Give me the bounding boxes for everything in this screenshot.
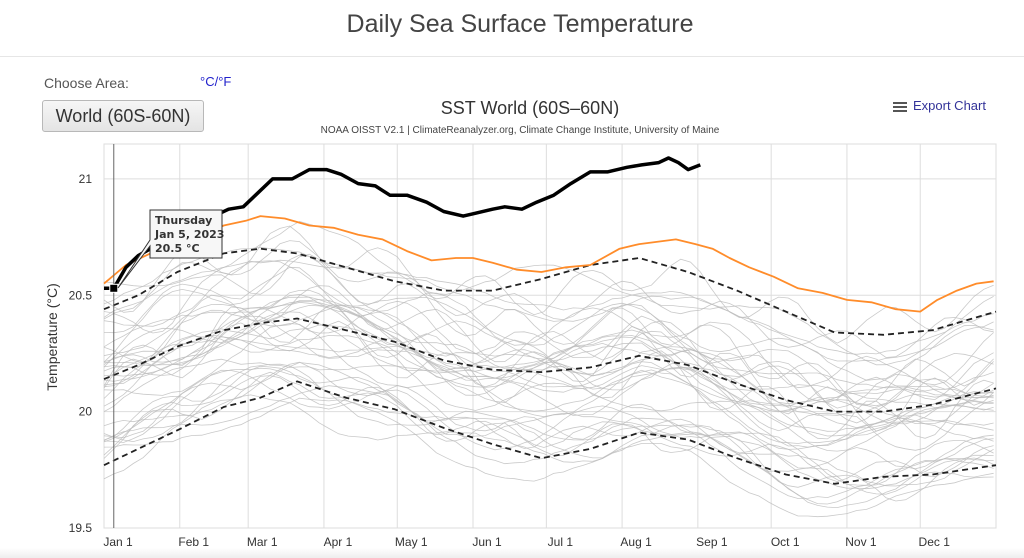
other-year-line bbox=[103, 397, 994, 518]
other-year-line bbox=[103, 336, 994, 432]
choose-area-label: Choose Area: bbox=[44, 75, 129, 91]
other-year-line bbox=[103, 375, 994, 502]
other-year-line bbox=[103, 334, 994, 452]
chart-subtitle: NOAA OISST V2.1 | ClimateReanalyzer.org,… bbox=[321, 125, 720, 136]
y-tick-label: 21 bbox=[79, 172, 93, 186]
x-tick-label: Oct 1 bbox=[771, 535, 800, 549]
other-year-line bbox=[103, 306, 994, 424]
other-year-line bbox=[103, 285, 994, 409]
other-year-line bbox=[103, 254, 994, 389]
hover-marker bbox=[109, 144, 119, 528]
other-year-line bbox=[103, 334, 994, 450]
other-year-line bbox=[103, 220, 994, 366]
other-year-line bbox=[103, 260, 994, 381]
other-year-line bbox=[103, 225, 994, 344]
area-select-button[interactable]: World (60S-60N) bbox=[42, 100, 204, 132]
other-year-line bbox=[103, 361, 994, 470]
export-chart-label: Export Chart bbox=[913, 98, 986, 113]
other-year-line bbox=[103, 367, 994, 490]
series-line-lower-band bbox=[103, 380, 997, 485]
other-year-line bbox=[103, 293, 994, 416]
other-year-line bbox=[103, 266, 994, 404]
other-year-line bbox=[103, 323, 994, 448]
other-year-line bbox=[103, 289, 994, 407]
x-tick-label: Mar 1 bbox=[247, 535, 278, 549]
x-tick-label: May 1 bbox=[395, 535, 428, 549]
series-line-previous bbox=[103, 215, 994, 313]
other-years-lines bbox=[103, 220, 994, 518]
x-tick-label: Nov 1 bbox=[845, 535, 877, 549]
other-year-line bbox=[103, 363, 994, 505]
other-year-line bbox=[103, 301, 994, 407]
other-year-line bbox=[103, 385, 994, 499]
chart-title: SST World (60S–60N) bbox=[441, 98, 619, 118]
grid bbox=[103, 143, 997, 529]
series-line-mean bbox=[103, 317, 997, 413]
x-tick-label: Jul 1 bbox=[548, 535, 574, 549]
plot-frame bbox=[103, 143, 997, 529]
x-tick-label: Jun 1 bbox=[472, 535, 502, 549]
y-tick-label: 20.5 bbox=[69, 288, 93, 302]
menu-icon bbox=[893, 100, 907, 114]
other-year-line bbox=[103, 311, 994, 437]
x-tick-label: Apr 1 bbox=[324, 535, 353, 549]
x-tick-label: Feb 1 bbox=[178, 535, 209, 549]
other-year-line bbox=[103, 358, 994, 444]
x-tick-label: Sep 1 bbox=[696, 535, 728, 549]
y-axis-title: Temperature (°C) bbox=[44, 283, 60, 391]
tooltip: Thursday Jan 5, 2023 20.5 °C bbox=[117, 209, 224, 289]
y-tick-label: 20 bbox=[79, 405, 93, 419]
highlight-point bbox=[109, 283, 119, 293]
tooltip-date: Jan 5, 2023 bbox=[154, 228, 224, 241]
header-divider bbox=[0, 56, 1024, 57]
page-title: Daily Sea Surface Temperature bbox=[346, 10, 694, 38]
other-year-line bbox=[103, 240, 994, 358]
tick-labels: Jan 1 Feb 1 Mar 1 Apr 1 May 1 Jun 1 Jul 1 Aug 1… bbox=[69, 172, 951, 549]
units-toggle-link[interactable]: °C/°F bbox=[200, 74, 232, 89]
x-tick-label: Dec 1 bbox=[919, 535, 951, 549]
bottom-fade bbox=[0, 548, 1024, 558]
tooltip-value: 20.5 °C bbox=[155, 242, 200, 255]
series-line-upper-band bbox=[103, 247, 997, 336]
y-tick-label: 19.5 bbox=[69, 521, 93, 535]
other-year-line bbox=[103, 362, 994, 487]
other-year-line bbox=[103, 296, 994, 413]
export-chart-button[interactable]: Export Chart bbox=[893, 98, 986, 114]
x-tick-label: Aug 1 bbox=[620, 535, 652, 549]
tooltip-day: Thursday bbox=[155, 214, 212, 227]
x-tick-label: Jan 1 bbox=[103, 535, 133, 549]
